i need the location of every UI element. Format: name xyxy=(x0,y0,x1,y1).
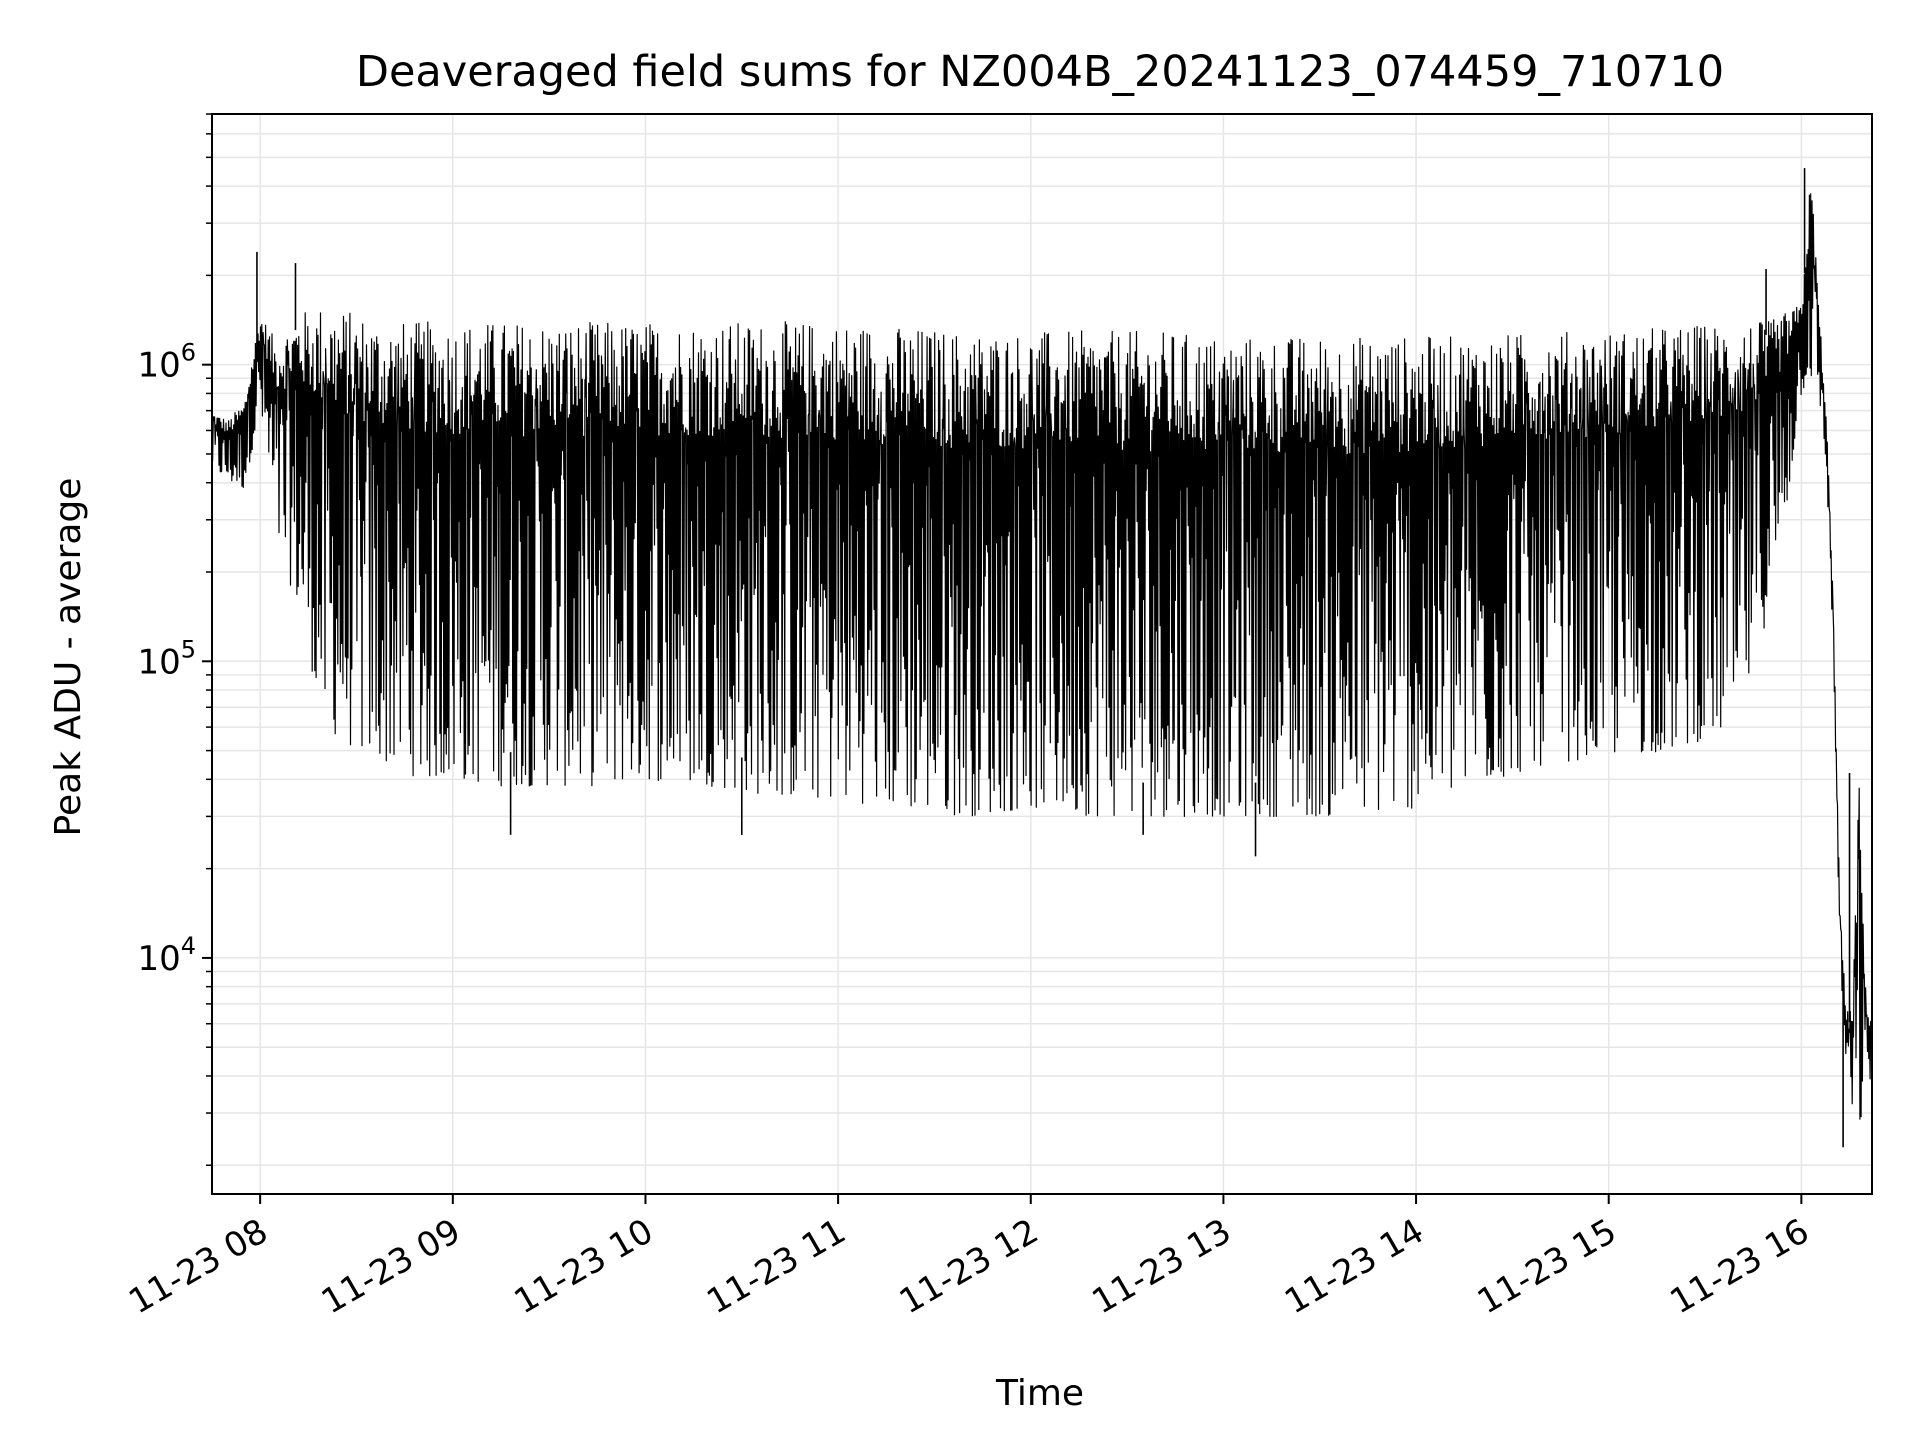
chart-title: Deaveraged field sums for NZ004B_2024112… xyxy=(356,47,1724,97)
y-tick-label: 104 xyxy=(137,932,196,979)
y-axis-label: Peak ADU - average xyxy=(48,478,89,837)
y-tick-label: 106 xyxy=(137,339,196,386)
series-line xyxy=(211,193,1873,1120)
x-axis-label: Time xyxy=(995,1373,1084,1414)
y-tick-label: 105 xyxy=(137,635,196,682)
series-line-group xyxy=(211,168,1873,1148)
axes-frame xyxy=(211,113,1873,1195)
